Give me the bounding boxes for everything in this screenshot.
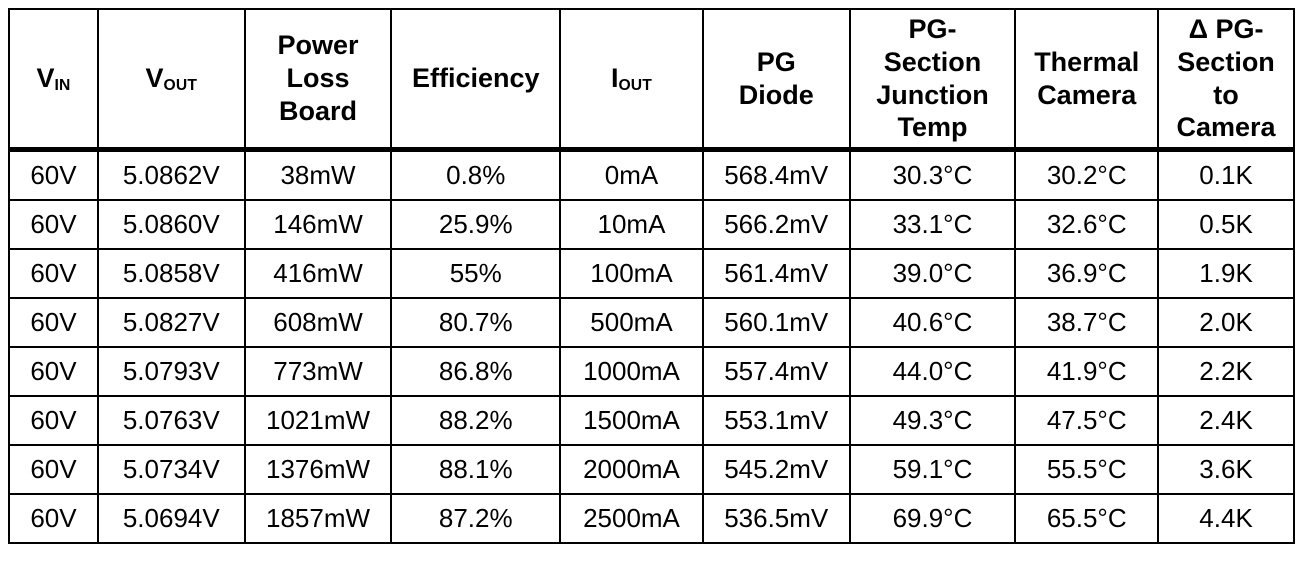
cell-pgjtemp: 33.1°C: [848, 199, 1017, 250]
cell-delta: 1.9K: [1157, 248, 1295, 299]
cell-vin: 60V: [8, 199, 99, 250]
cell-vin: 60V: [8, 346, 99, 397]
measurement-table: VIN VOUT Power Loss Board Efficiency IOUT PG Dio…: [8, 8, 1295, 544]
cell-delta: 2.0K: [1157, 297, 1295, 348]
cell-pgdiode: 557.4mV: [701, 346, 851, 397]
cell-vin: 60V: [8, 444, 99, 495]
cell-vin: 60V: [8, 248, 99, 299]
cell-thermal: 36.9°C: [1014, 248, 1160, 299]
cell-vout: 5.0860V: [96, 199, 246, 250]
cell-vout: 5.0793V: [96, 346, 246, 397]
table-row: 60V 5.0734V 1376mW 88.1% 2000mA 545.2mV 59.1°C…: [8, 444, 1295, 495]
table-body: 60V 5.0862V 38mW 0.8% 0mA 568.4mV 30.3°C 30.2°C…: [8, 148, 1295, 544]
cell-eff: 87.2%: [390, 493, 562, 544]
cell-delta: 2.4K: [1157, 395, 1295, 446]
cell-delta: 0.1K: [1157, 148, 1295, 201]
cell-iout: 0mA: [559, 148, 704, 201]
cell-thermal: 38.7°C: [1014, 297, 1160, 348]
header-symbol: V: [145, 63, 164, 94]
cell-thermal: 65.5°C: [1014, 493, 1160, 544]
cell-vout: 5.0858V: [96, 248, 246, 299]
table-row: 60V 5.0793V 773mW 86.8% 1000mA 557.4mV 44.0°C 4…: [8, 346, 1295, 397]
cell-vout: 5.0827V: [96, 297, 246, 348]
column-header-ploss: Power Loss Board: [243, 8, 393, 152]
cell-pgdiode: 545.2mV: [701, 444, 851, 495]
table-header: VIN VOUT Power Loss Board Efficiency IOUT PG Dio…: [8, 8, 1295, 152]
cell-eff: 0.8%: [390, 148, 562, 201]
header-subscript: IN: [54, 76, 71, 94]
cell-pgjtemp: 49.3°C: [848, 395, 1017, 446]
cell-pgjtemp: 44.0°C: [848, 346, 1017, 397]
cell-eff: 88.2%: [390, 395, 562, 446]
table-row: 60V 5.0827V 608mW 80.7% 500mA 560.1mV 40.6°C 38…: [8, 297, 1295, 348]
column-header-delta: Δ PG- Section to Camera: [1157, 8, 1295, 152]
cell-pgjtemp: 69.9°C: [848, 493, 1017, 544]
cell-iout: 1000mA: [559, 346, 704, 397]
cell-iout: 1500mA: [559, 395, 704, 446]
table-row: 60V 5.0862V 38mW 0.8% 0mA 568.4mV 30.3°C 30.2°C…: [8, 148, 1295, 201]
cell-vout: 5.0862V: [96, 148, 246, 201]
header-symbol: I: [610, 63, 619, 94]
column-header-iout: IOUT: [559, 8, 704, 152]
cell-vin: 60V: [8, 395, 99, 446]
cell-eff: 55%: [390, 248, 562, 299]
cell-eff: 88.1%: [390, 444, 562, 495]
table-row: 60V 5.0858V 416mW 55% 100mA 561.4mV 39.0°C 36.9…: [8, 248, 1295, 299]
cell-iout: 2500mA: [559, 493, 704, 544]
cell-delta: 4.4K: [1157, 493, 1295, 544]
cell-eff: 80.7%: [390, 297, 562, 348]
cell-eff: 86.8%: [390, 346, 562, 397]
cell-pgjtemp: 39.0°C: [848, 248, 1017, 299]
cell-thermal: 47.5°C: [1014, 395, 1160, 446]
column-header-vin: VIN: [8, 8, 99, 152]
cell-iout: 100mA: [559, 248, 704, 299]
column-header-eff: Efficiency: [390, 8, 562, 152]
cell-pgdiode: 536.5mV: [701, 493, 851, 544]
cell-pgdiode: 568.4mV: [701, 148, 851, 201]
cell-vout: 5.0694V: [96, 493, 246, 544]
cell-ploss: 38mW: [243, 148, 393, 201]
cell-ploss: 1021mW: [243, 395, 393, 446]
header-symbol: V: [36, 63, 55, 94]
cell-delta: 3.6K: [1157, 444, 1295, 495]
table-row: 60V 5.0860V 146mW 25.9% 10mA 566.2mV 33.1°C 32.…: [8, 199, 1295, 250]
cell-ploss: 416mW: [243, 248, 393, 299]
cell-pgjtemp: 40.6°C: [848, 297, 1017, 348]
cell-thermal: 32.6°C: [1014, 199, 1160, 250]
cell-iout: 10mA: [559, 199, 704, 250]
cell-pgdiode: 560.1mV: [701, 297, 851, 348]
cell-delta: 0.5K: [1157, 199, 1295, 250]
cell-eff: 25.9%: [390, 199, 562, 250]
header-subscript: OUT: [163, 76, 198, 94]
table-row: 60V 5.0763V 1021mW 88.2% 1500mA 553.1mV 49.3°C…: [8, 395, 1295, 446]
header-subscript: OUT: [618, 76, 652, 94]
cell-delta: 2.2K: [1157, 346, 1295, 397]
cell-pgdiode: 561.4mV: [701, 248, 851, 299]
header-row: VIN VOUT Power Loss Board Efficiency IOUT PG Dio…: [8, 8, 1295, 152]
cell-ploss: 773mW: [243, 346, 393, 397]
cell-ploss: 1857mW: [243, 493, 393, 544]
cell-vin: 60V: [8, 297, 99, 348]
cell-ploss: 608mW: [243, 297, 393, 348]
cell-pgdiode: 553.1mV: [701, 395, 851, 446]
cell-iout: 2000mA: [559, 444, 704, 495]
cell-iout: 500mA: [559, 297, 704, 348]
cell-ploss: 1376mW: [243, 444, 393, 495]
cell-pgdiode: 566.2mV: [701, 199, 851, 250]
cell-vin: 60V: [8, 493, 99, 544]
cell-pgjtemp: 30.3°C: [848, 148, 1017, 201]
cell-vin: 60V: [8, 148, 99, 201]
column-header-pgdiode: PG Diode: [701, 8, 851, 152]
cell-pgjtemp: 59.1°C: [848, 444, 1017, 495]
cell-thermal: 41.9°C: [1014, 346, 1160, 397]
table-row: 60V 5.0694V 1857mW 87.2% 2500mA 536.5mV 69.9°C…: [8, 493, 1295, 544]
column-header-pgjtemp: PG- Section Junction Temp: [848, 8, 1017, 152]
cell-ploss: 146mW: [243, 199, 393, 250]
cell-vout: 5.0763V: [96, 395, 246, 446]
cell-vout: 5.0734V: [96, 444, 246, 495]
column-header-vout: VOUT: [96, 8, 246, 152]
cell-thermal: 30.2°C: [1014, 148, 1160, 201]
column-header-thermal: Thermal Camera: [1014, 8, 1160, 152]
cell-thermal: 55.5°C: [1014, 444, 1160, 495]
